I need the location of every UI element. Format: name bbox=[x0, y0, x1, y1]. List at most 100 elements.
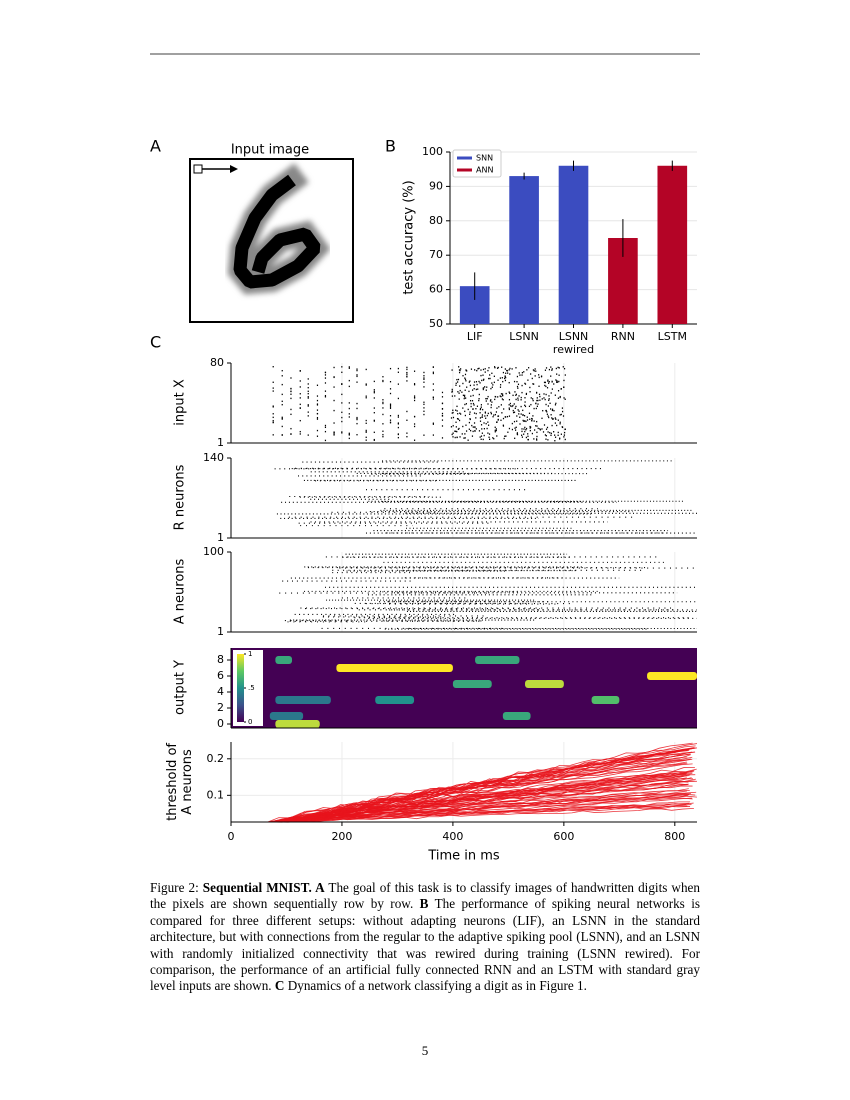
spike-texture bbox=[348, 367, 350, 369]
spike-texture bbox=[373, 439, 375, 441]
spike-texture bbox=[316, 416, 319, 419]
spike-texture bbox=[365, 368, 367, 371]
spike-texture bbox=[462, 375, 464, 377]
panel-row: 0 .5 1 0 2 4 6 8 bbox=[217, 648, 697, 730]
spike-texture bbox=[556, 424, 558, 427]
spike-texture bbox=[432, 371, 434, 373]
heatmap-cell bbox=[591, 696, 620, 704]
spike-texture bbox=[465, 430, 468, 432]
spike-texture bbox=[450, 426, 453, 428]
spike-texture bbox=[516, 415, 518, 417]
spike-texture bbox=[519, 374, 521, 376]
spike-texture bbox=[272, 366, 274, 368]
spike-texture bbox=[373, 419, 375, 422]
spike-texture bbox=[518, 413, 520, 415]
caption-text: B bbox=[419, 896, 429, 912]
spike-texture bbox=[382, 435, 384, 438]
spike-texture bbox=[500, 404, 502, 406]
spike-texture bbox=[548, 380, 550, 383]
spike-texture bbox=[539, 399, 541, 401]
spike-texture bbox=[543, 397, 545, 399]
spike-texture bbox=[406, 419, 408, 421]
scan-pixel bbox=[193, 164, 203, 174]
spike-texture bbox=[485, 400, 487, 402]
spike-texture bbox=[536, 435, 538, 438]
spike-texture bbox=[535, 425, 537, 427]
spike-texture bbox=[489, 400, 492, 402]
spike-texture bbox=[348, 434, 350, 436]
spike-texture bbox=[441, 425, 444, 427]
spike-texture bbox=[382, 423, 384, 425]
spike-texture bbox=[470, 368, 473, 370]
spike-texture bbox=[530, 426, 532, 428]
spike-texture bbox=[499, 386, 502, 388]
spike-texture bbox=[475, 412, 477, 415]
spike-texture bbox=[457, 391, 459, 393]
spike-texture bbox=[324, 382, 327, 384]
spike-texture bbox=[531, 432, 533, 435]
spike-texture bbox=[452, 416, 455, 419]
spike-texture bbox=[538, 374, 540, 376]
spike-texture bbox=[550, 434, 552, 437]
caption-text: Sequential MNIST. A bbox=[202, 880, 325, 895]
spike-texture bbox=[382, 402, 384, 405]
spike-texture bbox=[307, 390, 309, 393]
spike-texture bbox=[496, 407, 498, 409]
spike-texture bbox=[507, 431, 509, 433]
spike-texture bbox=[479, 412, 481, 414]
spike-texture bbox=[479, 420, 482, 422]
spike-texture bbox=[456, 381, 459, 383]
spike-texture bbox=[356, 368, 358, 370]
spike-texture bbox=[551, 417, 553, 419]
spike-texture bbox=[557, 434, 559, 437]
spike-texture bbox=[505, 372, 507, 374]
spike-texture bbox=[485, 422, 487, 425]
spike-texture bbox=[554, 439, 556, 442]
scan-arrowhead bbox=[230, 165, 238, 173]
spike-texture bbox=[508, 408, 510, 411]
spike-texture bbox=[485, 417, 487, 419]
spike-texture bbox=[525, 420, 527, 423]
spike-texture bbox=[451, 395, 453, 397]
y-tick-label: 90 bbox=[429, 179, 443, 192]
spike-texture bbox=[539, 428, 541, 430]
spike-texture bbox=[397, 433, 399, 435]
spike-texture bbox=[373, 392, 375, 394]
spike-texture bbox=[498, 406, 500, 408]
spike-texture bbox=[389, 407, 392, 409]
x-tick-label: 400 bbox=[442, 830, 463, 843]
spike-texture bbox=[499, 377, 501, 379]
spike-texture bbox=[316, 404, 319, 406]
spike-texture bbox=[324, 430, 327, 433]
figure-caption: Figure 2: Sequential MNIST. A The goal o… bbox=[150, 880, 700, 995]
spike-texture bbox=[538, 376, 540, 379]
spike-texture bbox=[530, 403, 532, 406]
spike-texture bbox=[333, 399, 335, 402]
spike-texture bbox=[513, 420, 516, 423]
spike-texture bbox=[484, 371, 486, 373]
x-tick-label: LSTM bbox=[657, 330, 687, 343]
spike-texture bbox=[559, 395, 561, 398]
spike-texture bbox=[483, 428, 485, 430]
spike-texture bbox=[524, 405, 527, 408]
spike-texture bbox=[547, 382, 550, 384]
spike-texture bbox=[531, 377, 533, 380]
spike-texture bbox=[489, 374, 491, 376]
spike-texture bbox=[497, 366, 499, 369]
spike-texture bbox=[534, 375, 536, 377]
spike-texture bbox=[501, 366, 503, 368]
y-axis-label: input X bbox=[172, 379, 188, 426]
spike-texture bbox=[432, 372, 434, 375]
spike-texture bbox=[524, 420, 526, 422]
spike-texture bbox=[501, 393, 504, 395]
spike-texture bbox=[510, 405, 512, 407]
spike-texture bbox=[423, 410, 425, 412]
spike-texture bbox=[536, 397, 538, 399]
spike-texture bbox=[455, 384, 457, 386]
spike-texture bbox=[307, 404, 309, 406]
spike-texture bbox=[356, 381, 358, 383]
spike-texture bbox=[495, 411, 498, 413]
y-tick-label: 100 bbox=[422, 145, 443, 158]
spike-texture bbox=[341, 402, 343, 404]
spike-texture bbox=[483, 434, 485, 437]
